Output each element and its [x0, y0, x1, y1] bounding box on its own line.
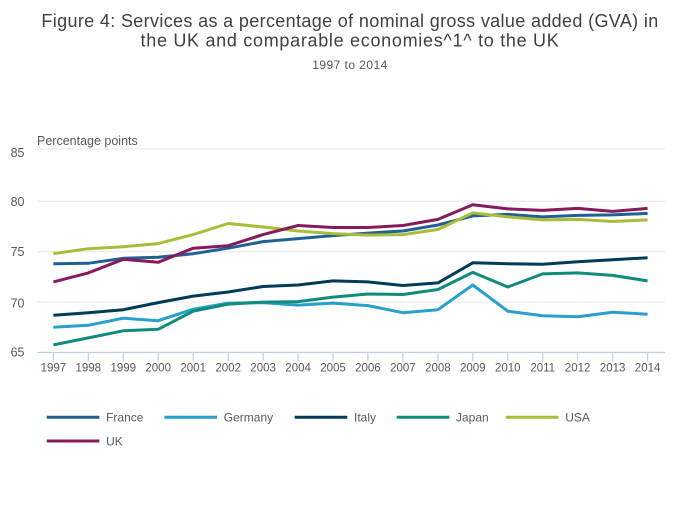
- svg-text:2010: 2010: [495, 363, 521, 375]
- svg-text:2011: 2011: [530, 363, 555, 375]
- svg-text:France: France: [106, 411, 144, 425]
- svg-text:2002: 2002: [215, 363, 241, 375]
- svg-text:65: 65: [11, 345, 25, 359]
- svg-text:2008: 2008: [425, 363, 451, 375]
- svg-text:2005: 2005: [320, 363, 346, 375]
- svg-text:2007: 2007: [390, 363, 416, 375]
- svg-text:75: 75: [11, 245, 25, 259]
- svg-text:2014: 2014: [635, 363, 661, 375]
- svg-text:2006: 2006: [355, 363, 381, 375]
- svg-text:1997 to 2014: 1997 to 2014: [312, 58, 387, 72]
- svg-text:Germany: Germany: [224, 411, 273, 425]
- svg-text:2009: 2009: [460, 363, 486, 375]
- svg-text:85: 85: [11, 146, 25, 160]
- svg-text:2012: 2012: [565, 363, 591, 375]
- svg-text:UK: UK: [106, 434, 123, 448]
- svg-text:2013: 2013: [600, 363, 626, 375]
- svg-text:Japan: Japan: [456, 411, 489, 425]
- svg-text:70: 70: [11, 297, 25, 311]
- svg-text:1999: 1999: [111, 363, 137, 375]
- svg-text:2004: 2004: [285, 363, 311, 375]
- svg-text:Figure 4: Services as a percen: Figure 4: Services as a percentage of no…: [41, 11, 658, 31]
- svg-text:Percentage points: Percentage points: [37, 134, 138, 148]
- svg-text:80: 80: [11, 195, 25, 209]
- svg-text:2000: 2000: [145, 363, 171, 375]
- svg-text:2003: 2003: [250, 363, 276, 375]
- svg-text:1998: 1998: [76, 363, 102, 375]
- svg-text:USA: USA: [565, 411, 590, 425]
- svg-text:Italy: Italy: [354, 411, 376, 425]
- svg-text:2001: 2001: [180, 363, 206, 375]
- svg-text:1997: 1997: [41, 363, 67, 375]
- svg-text:the UK and comparable economie: the UK and comparable economies^1^ to th…: [141, 31, 560, 51]
